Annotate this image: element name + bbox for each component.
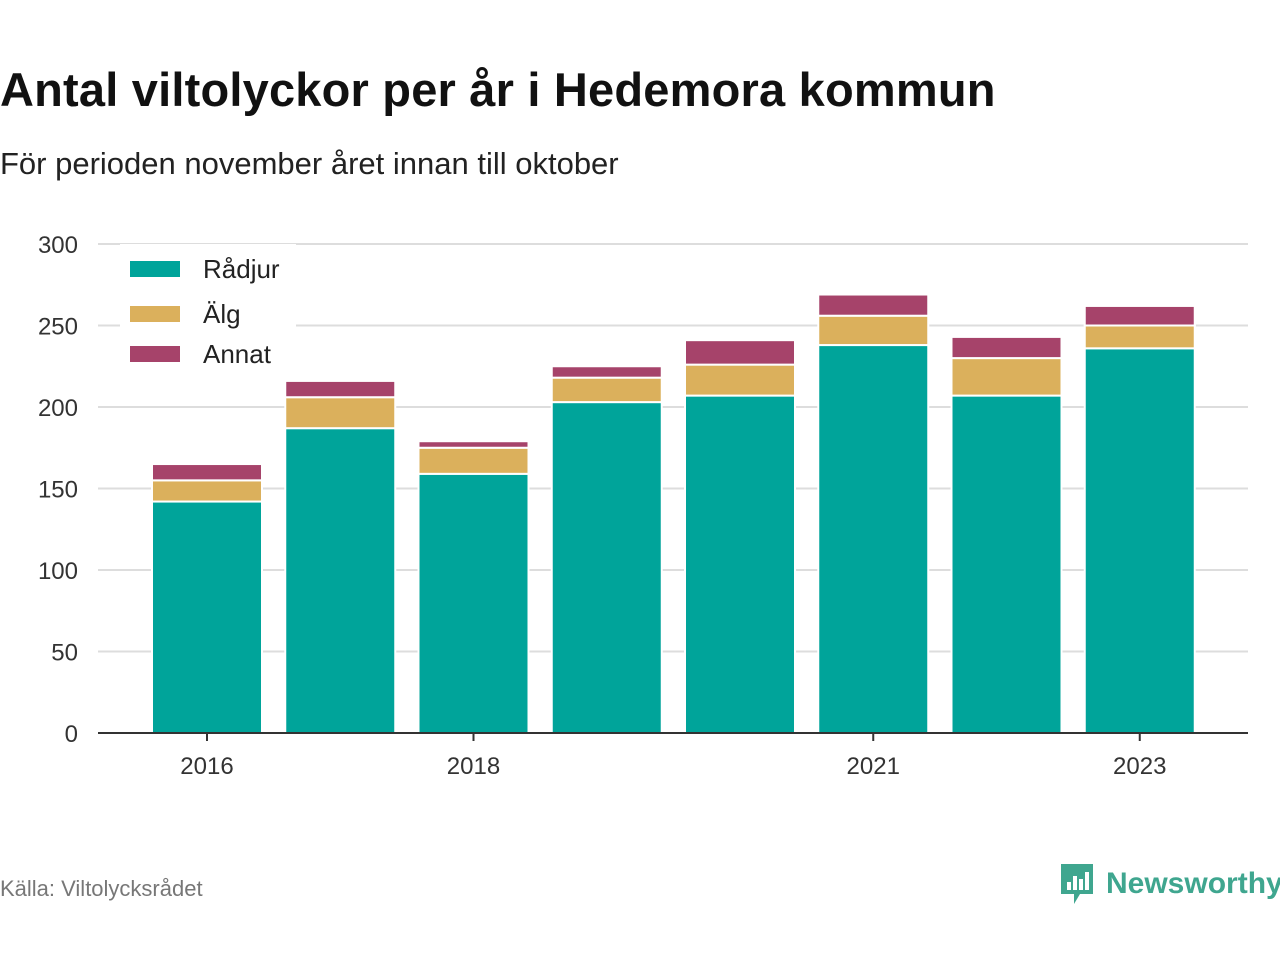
- legend-swatch-radjur: [130, 261, 180, 277]
- bar-annat-2023: [1083, 304, 1196, 327]
- bar-radjur-2021: [817, 344, 930, 734]
- bar-alg-2023: [1083, 324, 1196, 350]
- legend-label: Annat: [203, 339, 272, 369]
- brand-name: Newsworthy: [1106, 867, 1280, 900]
- y-tick-label: 100: [38, 558, 78, 585]
- bar-chart-logo-icon: [1061, 864, 1093, 904]
- chart-title: Antal viltolyckor per år i Hedemora komm…: [0, 63, 996, 116]
- bar-radjur-2018: [417, 472, 530, 734]
- brand-logo: Newsworthy: [1058, 862, 1280, 906]
- legend-label: Älg: [203, 299, 241, 329]
- bar-radjur-2019: [550, 401, 663, 734]
- legend-label: Rådjur: [203, 254, 280, 284]
- legend: Rådjur Älg Annat: [120, 244, 296, 372]
- y-tick-label: 250: [38, 314, 78, 341]
- stacked-bar-chart: 0 50 100 150 200 250 300 2016 2018 2021 2023 Rådj…: [38, 232, 1248, 780]
- bar-radjur-2020: [684, 394, 796, 734]
- bar-annat-2022: [950, 335, 1063, 360]
- bar-radjur-2017: [284, 427, 397, 734]
- bar-alg-2018: [417, 446, 530, 475]
- y-tick-label: 50: [51, 640, 78, 667]
- bars: [151, 293, 1196, 735]
- bar-annat-2019: [550, 365, 663, 379]
- chart-subtitle: För perioden november året innan till ok…: [0, 146, 619, 181]
- x-tick-label: 2023: [1113, 753, 1166, 780]
- y-tick-label: 200: [38, 395, 78, 422]
- legend-swatch-alg: [130, 306, 180, 322]
- bar-alg-2017: [284, 396, 397, 430]
- bar-radjur-2022: [950, 394, 1063, 734]
- x-tick-label: 2021: [847, 753, 900, 780]
- bar-annat-2017: [284, 379, 397, 399]
- x-tick-label: 2016: [180, 753, 233, 780]
- bar-annat-2018: [417, 440, 530, 449]
- bar-alg-2022: [950, 357, 1063, 397]
- bar-alg-2016: [151, 479, 263, 503]
- bar-annat-2021: [817, 293, 930, 317]
- bar-annat-2016: [151, 463, 263, 482]
- bar-alg-2019: [550, 376, 663, 404]
- y-tick-label: 150: [38, 477, 78, 504]
- x-axis-ticks: 2016 2018 2021 2023: [180, 733, 1166, 780]
- y-tick-label: 0: [65, 721, 78, 748]
- bar-alg-2021: [817, 314, 930, 347]
- y-axis-ticks: 0 50 100 150 200 250 300: [38, 232, 78, 748]
- bar-alg-2020: [684, 363, 796, 397]
- y-tick-label: 300: [38, 232, 78, 259]
- bar-radjur-2023: [1083, 347, 1196, 734]
- x-tick-label: 2018: [447, 753, 500, 780]
- bar-radjur-2016: [151, 500, 263, 735]
- source-note: Källa: Viltolycksrådet: [0, 876, 203, 901]
- bar-annat-2020: [684, 339, 796, 366]
- legend-swatch-annat: [130, 346, 180, 362]
